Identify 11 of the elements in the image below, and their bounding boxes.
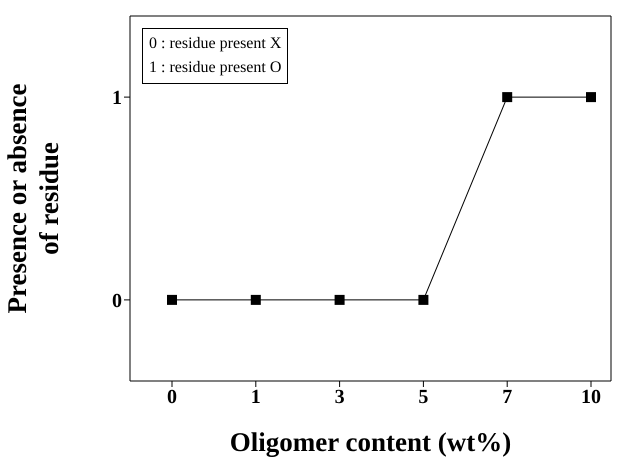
x-tick-label: 3 — [334, 386, 345, 408]
x-tick-label: 7 — [502, 386, 512, 408]
x-tick-label: 1 — [250, 386, 261, 408]
x-tick-label: 0 — [167, 386, 177, 408]
y-axis-title: Presence or absence of residue — [2, 84, 64, 314]
x-axis-title: Oligomer content (wt%) — [230, 427, 512, 457]
x-tick-label: 10 — [581, 386, 601, 408]
annotation: 1 : residue present O — [149, 58, 282, 78]
annotation: 0 : residue present X — [149, 34, 282, 54]
x-tick-label: 5 — [418, 386, 428, 408]
note-box: 0 : residue present X 1 : residue present O — [142, 28, 288, 84]
